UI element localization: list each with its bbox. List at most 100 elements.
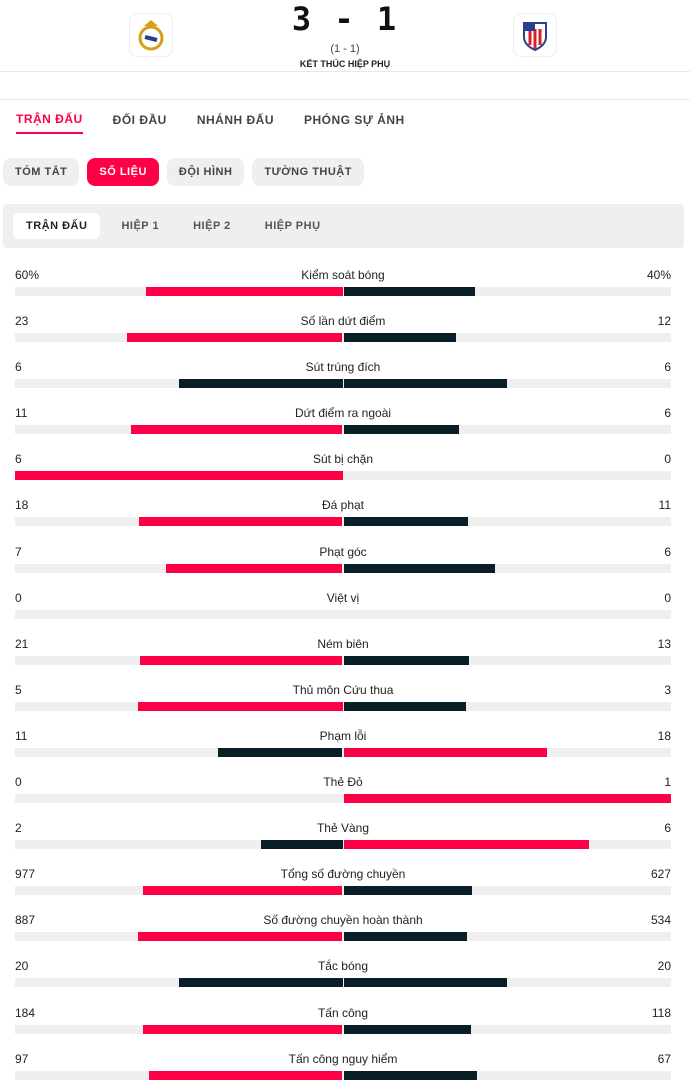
home-value: 977	[15, 867, 36, 882]
stat-name: Sút trúng đích	[305, 360, 381, 375]
divider	[0, 72, 690, 100]
home-value: 0	[15, 590, 22, 605]
stat-bar-track	[15, 563, 671, 573]
stat-name: Tấn công nguy hiểm	[288, 1051, 398, 1066]
away-bar	[343, 978, 508, 988]
stat-row: 0 Thẻ Đỏ 1	[15, 769, 671, 815]
home-value: 11	[15, 406, 28, 421]
stat-row: 11 Dứt điểm ra ngoài 6	[15, 400, 671, 446]
stat-name: Tắc bóng	[317, 959, 369, 974]
home-bar	[146, 287, 343, 296]
away-bar	[343, 1070, 478, 1080]
stat-name: Việt vị	[326, 590, 360, 605]
home-value: 0	[15, 775, 22, 790]
away-bar	[343, 747, 547, 757]
stat-row: 2 Thẻ Vàng 6	[15, 815, 671, 861]
stat-bar-track	[15, 609, 671, 619]
home-bar	[140, 655, 343, 665]
tab-bracket[interactable]: NHÁNH ĐẤU	[196, 113, 275, 127]
away-bar	[343, 794, 671, 804]
home-bar	[178, 379, 343, 389]
stat-row: 6 Sút bị chặn 0	[15, 446, 671, 492]
stat-name: Đá phạt	[321, 498, 365, 513]
pill-commentary[interactable]: TƯỜNG THUẬT	[252, 158, 364, 186]
stat-name: Tấn công	[317, 1005, 369, 1020]
stat-bar-track	[15, 840, 671, 850]
home-bar	[143, 886, 343, 896]
home-bar	[127, 333, 343, 343]
away-team-logo[interactable]	[513, 13, 557, 57]
away-value: 3	[664, 682, 671, 697]
stat-bar-track	[15, 794, 671, 804]
pill-summary[interactable]: TÓM TẮT	[3, 158, 80, 186]
away-bar	[343, 333, 456, 343]
home-bar	[218, 747, 343, 757]
period-second-half[interactable]: HIỆP 2	[193, 220, 231, 232]
stat-bar-track	[15, 1024, 671, 1034]
home-bar	[148, 1070, 343, 1080]
away-value: 534	[650, 913, 671, 928]
home-bar	[260, 840, 343, 850]
stat-bar-track	[15, 517, 671, 527]
home-value: 7	[15, 544, 22, 559]
stat-bar-track	[15, 886, 671, 896]
stat-bar-track	[15, 701, 671, 711]
period-full-match[interactable]: TRẬN ĐẤU	[13, 213, 101, 239]
home-value: 97	[15, 1051, 29, 1066]
stat-row: 184 Tấn công 118	[15, 1000, 671, 1046]
stat-bar-track	[15, 333, 671, 343]
home-value: 6	[15, 452, 22, 467]
pill-lineups[interactable]: ĐỘI HÌNH	[166, 158, 245, 186]
stat-bar-track	[15, 379, 671, 389]
stat-name: Phạt góc	[319, 544, 367, 559]
away-bar	[343, 840, 590, 850]
pill-stats[interactable]: SỐ LIỆU	[87, 158, 159, 186]
stat-bar-track	[15, 655, 671, 665]
home-value: 18	[15, 498, 29, 513]
tab-photos[interactable]: PHÓNG SỰ ẢNH	[304, 113, 405, 127]
away-value: 40%	[646, 268, 671, 282]
away-value: 13	[657, 636, 671, 651]
period-extra-time[interactable]: HIỆP PHỤ	[264, 220, 321, 232]
home-value: 23	[15, 314, 29, 329]
stat-bar-track	[15, 932, 671, 942]
away-bar	[343, 932, 467, 942]
stat-row: 23 Số lần dứt điểm 12	[15, 308, 671, 354]
stat-name: Tổng số đường chuyền	[280, 867, 406, 882]
away-value: 0	[664, 452, 671, 467]
away-value: 67	[657, 1051, 671, 1066]
away-value: 1	[664, 775, 671, 790]
home-team-logo[interactable]	[129, 13, 173, 57]
section-pills: TÓM TẮT SỐ LIỆU ĐỘI HÌNH TƯỜNG THUẬT	[0, 140, 690, 186]
tab-match[interactable]: TRẬN ĐẤU	[16, 106, 83, 134]
home-value: 60%	[15, 268, 40, 282]
stat-row: 21 Ném biên 13	[15, 631, 671, 677]
score: 3 - 1	[291, 0, 399, 38]
home-bar	[15, 471, 343, 481]
stat-row: 20 Tắc bóng 20	[15, 953, 671, 999]
away-value: 0	[664, 590, 671, 605]
home-value: 184	[15, 1005, 36, 1020]
away-bar	[343, 1024, 472, 1034]
away-value: 6	[664, 821, 671, 836]
match-header: 3 - 1 (1 - 1) KẾT THÚC HIỆP PHỤ	[0, 0, 690, 72]
away-value: 6	[664, 544, 671, 559]
tab-head-to-head[interactable]: ĐỐI ĐẦU	[112, 113, 167, 127]
home-value: 21	[15, 636, 29, 651]
main-tabs: TRẬN ĐẤU ĐỐI ĐẦU NHÁNH ĐẤU PHÓNG SỰ ẢNH	[0, 100, 690, 140]
away-bar	[343, 287, 475, 296]
stat-bar-track	[15, 978, 671, 988]
stat-row: 5 Thủ môn Cứu thua 3	[15, 677, 671, 723]
home-bar	[139, 517, 343, 527]
home-value: 2	[15, 821, 22, 836]
period-selector: TRẬN ĐẤU HIỆP 1 HIỆP 2 HIỆP PHỤ	[3, 204, 684, 248]
stat-bar-track	[15, 471, 671, 481]
period-first-half[interactable]: HIỆP 1	[121, 220, 160, 232]
away-bar	[343, 701, 467, 711]
stat-row: 6 Sút trúng đích 6	[15, 354, 671, 400]
home-value: 887	[15, 913, 36, 928]
away-bar	[343, 517, 468, 527]
away-value: 11	[658, 498, 671, 513]
home-bar	[166, 563, 343, 573]
home-bar	[142, 1024, 343, 1034]
